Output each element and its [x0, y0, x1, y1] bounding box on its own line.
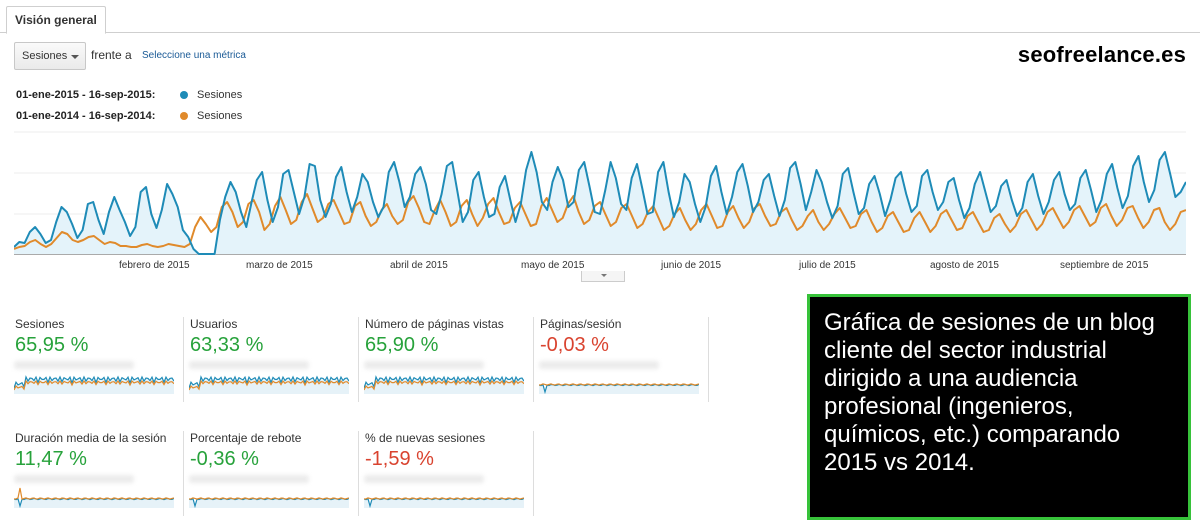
x-tick-label: mayo de 2015 [521, 260, 585, 271]
card-sparkline [539, 383, 699, 394]
collapse-chart-button[interactable] [581, 271, 625, 282]
card-subtext-blurred [539, 361, 659, 369]
sparkline-line [14, 375, 174, 389]
legend-dot-icon [180, 112, 188, 120]
chevron-down-icon [601, 274, 607, 277]
legend-dot-icon [180, 91, 188, 99]
card-porcentaje-rebote[interactable]: Porcentaje de rebote -0,36 % [189, 431, 359, 516]
card-value: 65,90 % [365, 334, 439, 356]
card-sparkline [189, 375, 349, 394]
x-tick-label: febrero de 2015 [119, 260, 190, 271]
x-tick-label: julio de 2015 [798, 260, 856, 271]
series-line-2014 [14, 193, 1186, 250]
sparkline-line [189, 375, 349, 389]
card-label: Páginas/sesión [540, 317, 622, 331]
sparkline-line [189, 497, 349, 500]
card-value: 65,95 % [15, 334, 89, 356]
x-tick-label: septiembre de 2015 [1060, 260, 1149, 271]
x-tick-label: agosto de 2015 [930, 260, 999, 271]
card-nuevas-sesiones[interactable]: % de nuevas sesiones -1,59 % [364, 431, 534, 516]
vs-label: frente a [91, 48, 132, 62]
select-metric-link[interactable]: Seleccione una métrica [142, 50, 246, 61]
tab-vision-general[interactable]: Visión general [6, 6, 106, 34]
card-subtext-blurred [14, 361, 134, 369]
sparkline-area [14, 498, 174, 508]
sparkline-area [189, 498, 349, 508]
card-value: 11,47 % [15, 448, 87, 470]
card-value: -0,36 % [190, 448, 259, 470]
card-paginas-sesion[interactable]: Páginas/sesión -0,03 % [539, 317, 709, 402]
card-value: 63,33 % [190, 334, 264, 356]
metric-select-value: Sesiones [22, 50, 68, 62]
series-line-2015 [14, 151, 1186, 255]
card-sparkline [189, 497, 349, 508]
card-duracion-media[interactable]: Duración media de la sesión 11,47 % [14, 431, 184, 516]
sparkline-line [364, 497, 524, 500]
sparkline-line [14, 487, 174, 500]
sparkline-line [189, 379, 349, 391]
card-subtext-blurred [189, 475, 309, 483]
legend-series-name: Sesiones [197, 110, 243, 122]
x-tick-label: marzo de 2015 [246, 260, 313, 271]
card-subtext-blurred [364, 361, 484, 369]
card-value: -1,59 % [365, 448, 434, 470]
card-subtext-blurred [189, 361, 309, 369]
card-value: -0,03 % [540, 334, 609, 356]
card-usuarios[interactable]: Usuarios 63,33 % [189, 317, 359, 402]
legend-range: 01-ene-2014 - 16-sep-2014: [16, 110, 156, 122]
brand-watermark: seofreelance.es [1017, 42, 1186, 67]
card-subtext-blurred [364, 475, 484, 483]
series-area-2015 [14, 152, 1186, 254]
card-sparkline [14, 487, 174, 508]
sparkline-area [189, 377, 349, 394]
sparkline-line [364, 379, 524, 391]
chevron-down-icon [71, 55, 79, 59]
sparkline-area [364, 377, 524, 394]
x-tick-label: junio de 2015 [660, 260, 721, 271]
card-label: Número de páginas vistas [365, 317, 504, 331]
card-sparkline [14, 375, 174, 394]
sparkline-area [14, 377, 174, 394]
sparkline-line [539, 383, 699, 386]
sparkline-line [364, 375, 524, 389]
card-sesiones[interactable]: Sesiones 65,95 % [14, 317, 184, 402]
card-label: % de nuevas sesiones [365, 431, 486, 445]
card-label: Porcentaje de rebote [190, 431, 302, 445]
legend-series-name: Sesiones [197, 89, 243, 101]
sparkline-area [364, 498, 524, 508]
tab-bar: Visión general [0, 0, 1200, 34]
sparkline-area [539, 384, 699, 394]
legend-range: 01-ene-2015 - 16-sep-2015: [16, 89, 156, 101]
metric-select[interactable]: Sesiones [14, 42, 86, 70]
x-tick-label: abril de 2015 [390, 260, 448, 271]
card-label: Usuarios [190, 317, 238, 331]
sessions-chart[interactable]: febrero de 2015 marzo de 2015 abril de 201… [14, 128, 1186, 278]
card-sparkline [364, 375, 524, 394]
card-sparkline [364, 497, 524, 508]
card-label: Sesiones [15, 317, 65, 331]
card-subtext-blurred [14, 475, 134, 483]
sparkline-line [14, 379, 174, 391]
card-label: Duración media de la sesión [15, 431, 167, 445]
sessions-chart-svg: febrero de 2015 marzo de 2015 abril de 201… [14, 131, 1186, 271]
card-paginas-vistas[interactable]: Número de páginas vistas 65,90 % [364, 317, 534, 402]
annotation-box: Gráfica de sesiones de un blog cliente d… [807, 294, 1191, 520]
